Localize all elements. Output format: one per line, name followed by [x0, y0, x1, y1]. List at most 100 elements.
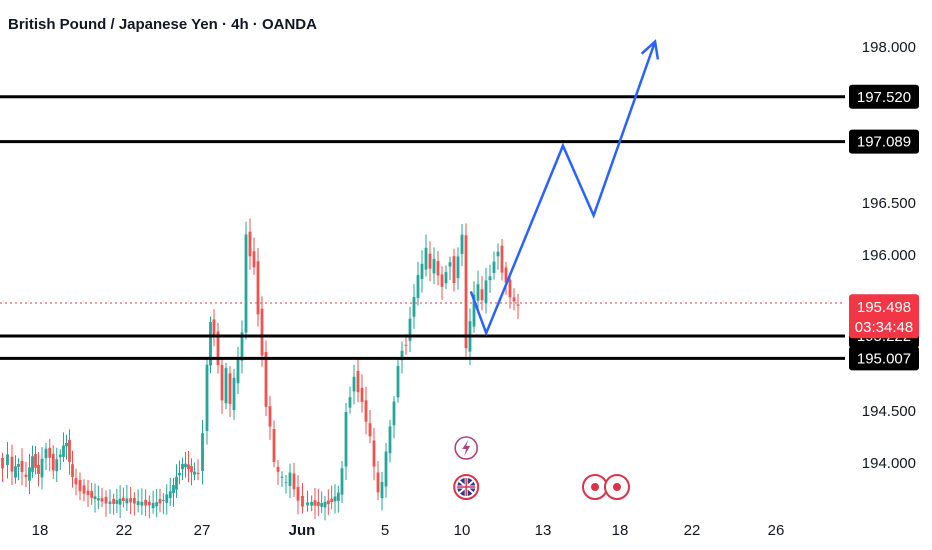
candle-body: [82, 485, 86, 494]
candle-body: [175, 476, 178, 490]
level-price-tag: 197.520: [849, 84, 919, 109]
candle-body: [384, 451, 388, 487]
candle-body: [330, 498, 334, 502]
candle-body: [220, 364, 224, 401]
x-tick-label: 27: [194, 522, 211, 539]
candle-body: [17, 463, 20, 467]
candle-body: [326, 500, 330, 505]
y-tick-label: 198.000: [862, 39, 916, 56]
price-tags-layer: 197.520197.089195.222195.007195.49803:34…: [849, 84, 919, 371]
x-tick-label: Jun: [289, 522, 316, 539]
event-icon[interactable]: [604, 474, 630, 500]
x-tick-label: 10: [454, 522, 471, 539]
candle-body: [155, 502, 159, 507]
candle-body: [276, 466, 280, 472]
levels-layer: [0, 95, 845, 360]
candle-body: [187, 464, 190, 470]
candle-body: [34, 454, 37, 468]
candle-body: [412, 296, 416, 317]
x-tick-label: 22: [684, 522, 701, 539]
price-axis[interactable]: 198.000 196.500 196.000 194.500 194.000: [862, 39, 916, 472]
candle-body: [118, 498, 122, 505]
candle-body: [476, 284, 480, 301]
candle-body: [352, 376, 356, 392]
candle-body: [212, 319, 216, 335]
svg-text:195.007: 195.007: [857, 350, 911, 367]
candle-body: [356, 370, 360, 393]
candle-body: [428, 253, 432, 269]
candle-body: [96, 498, 100, 501]
candle-body: [14, 466, 17, 478]
candle-body: [252, 251, 256, 268]
candle-body: [323, 501, 327, 508]
candle-body: [316, 502, 320, 506]
candle-body: [121, 497, 125, 501]
candle-body: [240, 332, 244, 361]
candle-body: [201, 433, 204, 471]
chart-title: British Pound / Japanese Yen · 4h · OAND…: [8, 16, 317, 33]
candle-body: [496, 251, 500, 257]
countdown-timer: 03:34:48: [855, 319, 913, 336]
candle-body: [100, 498, 104, 502]
candle-body: [10, 456, 14, 472]
candle-body: [205, 364, 209, 432]
candle-body: [68, 439, 71, 462]
candle-body: [460, 234, 464, 254]
candle-body: [416, 275, 420, 299]
candle-body: [24, 474, 28, 477]
level-price-tag: 197.089: [849, 129, 919, 154]
current-price-tag: 195.498 03:34:48: [849, 294, 919, 339]
candle-body: [372, 440, 376, 467]
candle-body: [480, 289, 484, 301]
event-icon[interactable]: [582, 474, 608, 500]
candle-body: [260, 308, 264, 356]
candle-body: [488, 276, 492, 281]
x-tick-label: 22: [116, 522, 133, 539]
candle-body: [456, 256, 460, 279]
y-tick-label: 196.500: [862, 195, 916, 212]
lightning-icon[interactable]: [454, 436, 479, 460]
candle-body: [65, 442, 68, 447]
candle-body: [140, 501, 144, 506]
candle-body: [190, 466, 193, 473]
x-tick-label: 5: [381, 522, 389, 539]
candle-body: [432, 258, 436, 274]
svg-text:197.089: 197.089: [857, 134, 911, 151]
candle-body: [112, 498, 116, 504]
y-tick-label: 194.000: [862, 455, 916, 472]
candle-body: [516, 304, 520, 306]
candle-body: [48, 447, 52, 458]
candle-body: [301, 495, 304, 507]
projection-path[interactable]: [469, 41, 657, 337]
candle-body: [165, 494, 169, 503]
time-axis[interactable]: 18 22 27 Jun 5 10 13 18 22 26: [32, 522, 785, 539]
uk-flag-icon[interactable]: [453, 474, 480, 500]
candle-body: [93, 496, 97, 499]
candle-body: [420, 263, 424, 279]
svg-text:197.520: 197.520: [857, 89, 911, 106]
candle-body: [44, 448, 48, 459]
candle-body: [236, 357, 240, 384]
candle-body: [125, 498, 129, 504]
candle-body: [71, 464, 74, 477]
candle-body: [380, 482, 384, 499]
candle-body: [244, 234, 248, 333]
candle-body: [333, 496, 337, 502]
candle-body: [408, 318, 412, 341]
level-price-tag: 195.007: [849, 346, 919, 371]
candle-body: [51, 453, 55, 471]
candle-body: [90, 491, 94, 498]
candle-body: [340, 468, 344, 495]
candle-body: [132, 497, 136, 504]
x-tick-label: 13: [535, 522, 552, 539]
candle-body: [168, 491, 172, 499]
x-tick-label: 18: [32, 522, 49, 539]
candle-body: [500, 245, 504, 273]
candle-body: [444, 272, 448, 284]
candle-body: [181, 464, 184, 470]
candle-body: [147, 501, 151, 506]
candle-body: [28, 467, 31, 481]
candle-body: [37, 464, 40, 474]
candle-body: [284, 482, 288, 484]
